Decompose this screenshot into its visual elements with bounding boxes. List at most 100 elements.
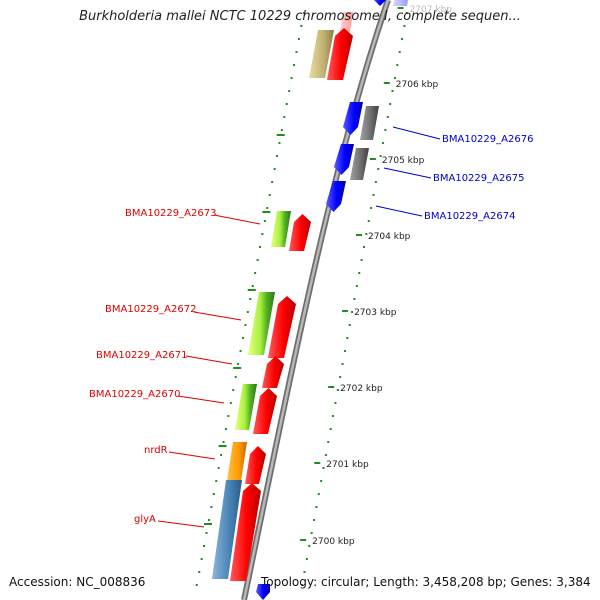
scale-label: 2703 kbp [354,308,397,318]
tick-dot [249,298,252,300]
tick-dot [234,376,237,378]
genome-summary-text: Topology: circular; Length: 3,458,208 bp… [261,575,591,589]
gene-block [271,211,291,247]
gene-block [227,442,247,481]
tick-dot [384,129,387,131]
tick-dot [339,376,342,378]
tick-dot [295,51,298,53]
tick-dot [365,233,368,235]
tick-dot [217,467,220,469]
tick-dot [280,129,283,131]
tick-dot [210,506,213,508]
tick-dot [336,389,339,391]
gene-block [393,0,408,6]
tick-dot [200,558,203,560]
tick-dot [401,38,404,40]
tick-dot [297,38,300,40]
scale-label: 2700 kbp [312,537,355,547]
tick-dot [310,532,313,534]
tick-dot [256,259,259,261]
gene-label: nrdR [144,445,168,456]
tick-dot [246,311,249,313]
tick-dot [266,207,269,209]
tick-dot [389,103,392,105]
tick-dot [224,428,227,430]
tick-dot [303,571,306,573]
tick-dot [327,441,330,443]
scale-label: 2702 kbp [340,384,383,394]
gene-arrow-forward [289,214,311,251]
tick-dot [320,480,323,482]
leader-line [168,451,216,460]
tick-dot [329,428,332,430]
gene-arrow-reverse [334,144,354,175]
tick-dot [301,584,304,586]
gene-block [350,148,369,180]
gene-arrow-reverse [256,584,270,600]
leader-line [157,520,205,528]
tick-dot [203,545,206,547]
gene-block [235,384,257,430]
tick-dot [341,363,344,365]
tick-dot [348,324,351,326]
tick-dot [379,155,382,157]
tick-dot [227,415,230,417]
tick-dot [290,77,293,79]
tick-dot [315,506,318,508]
tick-dot [293,64,296,66]
leader-line [383,167,432,179]
leader-line [375,205,423,217]
tick-dot [308,545,311,547]
tick-dot [254,272,257,274]
tick-dot [288,90,291,92]
tick-dot [374,181,377,183]
gene-arrow-forward [230,483,261,581]
tick-dot [268,194,271,196]
accession-text: Accession: NC_008836 [9,575,146,589]
tick-dot [405,12,408,14]
tick-dot [241,337,244,339]
gene-block [309,30,334,78]
tick-dot [302,12,305,14]
tick-dot [271,181,274,183]
gene-label: glyA [134,514,156,525]
gene-arrow-forward [262,356,284,388]
tick-dot [386,116,389,118]
tick-dot [358,272,361,274]
scale-label: 2707 kbp [410,5,453,15]
tick-dot [360,259,363,261]
tick-dot [393,77,396,79]
tick-dot [317,493,320,495]
gene-block [340,12,353,32]
tick-dot [382,142,385,144]
tick-dot [258,246,261,248]
scale-label: 2704 kbp [368,232,411,242]
tick-dot [300,25,303,27]
tick-dot [313,519,316,521]
gene-arrow-reverse [374,0,388,6]
tick-dot [334,402,337,404]
gene-arrow-forward [253,388,277,434]
tick-dot [212,493,215,495]
tick-dot [346,337,349,339]
tick-dot [244,324,247,326]
gene-label: BMA10229_A2676 [442,134,533,145]
gene-label: BMA10229_A2675 [433,173,524,184]
map-title: Burkholderia mallei NCTC 10229 chromosom… [79,9,521,24]
leader-line [177,395,225,404]
backbone-highlight [242,0,390,600]
gene-label: BMA10229_A2674 [424,211,515,222]
scale-label: 2701 kbp [326,460,369,470]
gene-block [360,106,379,140]
scale-label: 2705 kbp [382,156,425,166]
gene-label: BMA10229_A2670 [89,389,180,400]
tick-dot [198,571,201,573]
tick-dot [332,415,335,417]
tick-dot [239,350,242,352]
tick-dot [353,298,356,300]
gene-block [212,480,242,579]
tick-dot [305,558,308,560]
leader-line [392,126,441,140]
leader-line [213,214,261,225]
tick-dot [276,155,279,157]
